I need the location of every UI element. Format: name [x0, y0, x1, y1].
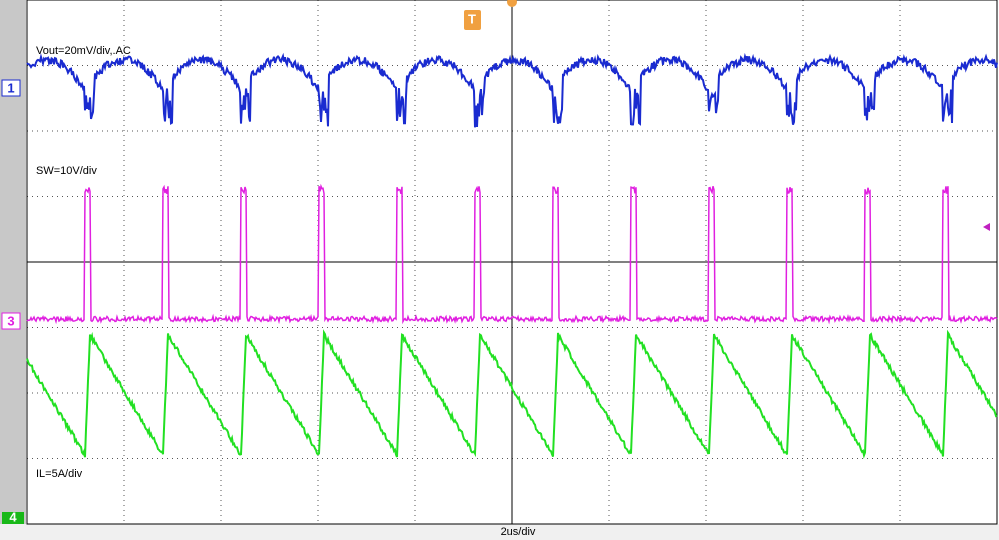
channel-marker-box — [1, 312, 21, 330]
trigger-position — [507, 0, 517, 7]
level-marker — [983, 223, 990, 231]
frame — [26, 0, 998, 525]
channel-marker: 1 — [7, 80, 14, 95]
channel-marker-box — [2, 512, 24, 524]
bottom-strip — [0, 524, 999, 540]
channel-marker: 3 — [7, 313, 14, 328]
channel-label: Vout=20mV/div,.AC — [36, 45, 131, 57]
channel-label: IL=5A/div — [36, 468, 83, 480]
channel-label: SW=10V/div — [36, 165, 97, 177]
waveform — [26, 329, 998, 459]
waveform — [26, 52, 998, 128]
waveforms — [26, 52, 998, 459]
waveform — [26, 183, 998, 325]
trigger-marker: T — [468, 11, 476, 26]
channel-marker-box — [1, 79, 21, 97]
channel-marker: 4 — [9, 509, 17, 524]
grid — [26, 0, 998, 525]
trigger-marker-box — [464, 10, 481, 30]
timebase-label: 2us/div — [501, 526, 536, 538]
